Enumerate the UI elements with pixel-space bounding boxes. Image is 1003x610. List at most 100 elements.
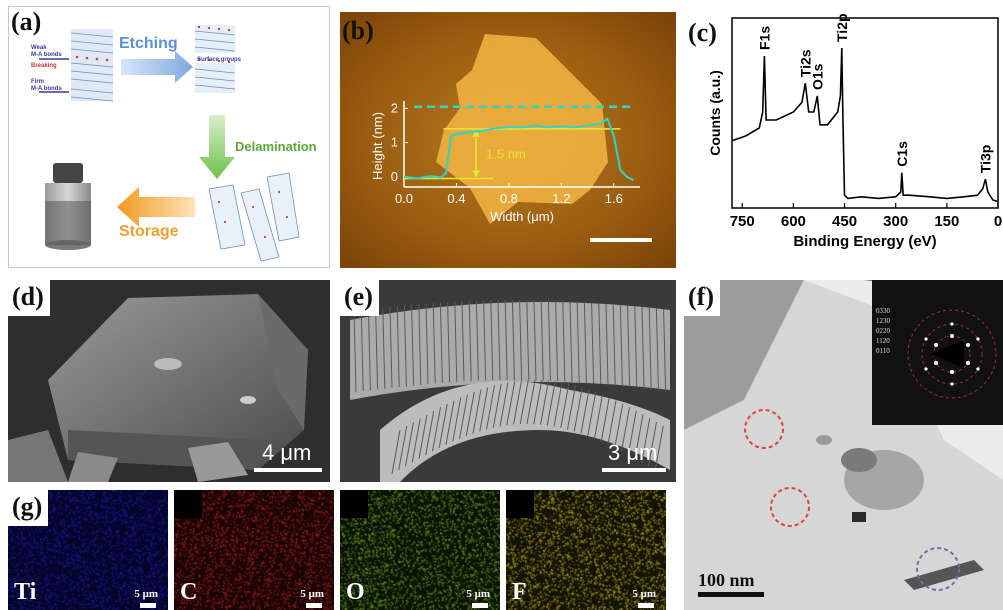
vial-icon bbox=[45, 163, 91, 250]
x-tick-label: 300 bbox=[883, 213, 908, 230]
x-tick-label: 1.2 bbox=[552, 191, 570, 206]
lamella-line bbox=[627, 305, 631, 388]
lamella-line bbox=[533, 300, 537, 381]
panel-b: 0.0 0.4 0.8 1.2 1.6 0 1 2 Width (μm) Height (nm) 1… bbox=[340, 12, 676, 268]
lamella-line bbox=[533, 380, 543, 425]
breaking-label: Breaking bbox=[31, 63, 57, 69]
panel-f: 0330 1230 0220 1120 0110 (f) 100 nm bbox=[684, 280, 1003, 610]
lamella-line bbox=[663, 309, 667, 392]
lamella-line bbox=[425, 303, 429, 385]
highlight-circle-1 bbox=[744, 409, 784, 449]
lamella-line bbox=[641, 307, 645, 389]
etching-arrow bbox=[121, 51, 193, 83]
lamella-line bbox=[587, 391, 597, 437]
saed-index: 0330 bbox=[876, 307, 890, 315]
lamella-line bbox=[540, 380, 549, 425]
lamella-line bbox=[553, 382, 563, 427]
surface-groups-label: Surface groups bbox=[197, 57, 242, 63]
lamella-line bbox=[576, 301, 580, 383]
x-tick-label: 1.6 bbox=[605, 191, 623, 206]
edx-scale-label: 5 μm bbox=[134, 588, 158, 600]
lamella-line bbox=[389, 306, 393, 388]
panel-f-label: (f) bbox=[684, 280, 720, 316]
lamella-line bbox=[547, 300, 551, 381]
panel-c: (c) 750 600 450 300 150 0 Binding Energy (eV) C… bbox=[686, 8, 1003, 268]
edx-scale-label: 5 μm bbox=[466, 588, 490, 600]
lamella-line bbox=[621, 407, 630, 452]
sem-e-scale-label: 3 μm bbox=[608, 440, 658, 465]
peak-label: Ti2s bbox=[797, 49, 813, 77]
saed-index: 0110 bbox=[876, 347, 890, 355]
lamella-line bbox=[526, 300, 530, 381]
etching-label: Etching bbox=[119, 35, 178, 52]
edx-element-label: O bbox=[346, 579, 365, 605]
saed-inset: 0330 1230 0220 1120 0110 bbox=[872, 280, 1003, 425]
x-tick-label: 0.0 bbox=[395, 191, 413, 206]
lamella-line bbox=[580, 389, 590, 434]
edx-scale-bar bbox=[638, 603, 654, 608]
delaminated-flakes bbox=[208, 172, 300, 262]
y-tick-label: 2 bbox=[391, 100, 398, 115]
lamella-line bbox=[454, 301, 458, 382]
x-axis-title: Width (μm) bbox=[490, 209, 554, 224]
weak-bonds-label: Weak M-A bonds bbox=[31, 45, 62, 58]
lamella-line bbox=[506, 381, 516, 426]
plot-frame bbox=[731, 17, 999, 209]
lamella-line bbox=[607, 400, 617, 445]
lamella-line bbox=[540, 300, 544, 381]
lamella-line bbox=[562, 301, 566, 382]
lamella-line bbox=[439, 302, 443, 383]
lamella-line bbox=[360, 309, 364, 392]
arrow-head-up bbox=[472, 129, 481, 137]
sem-image-accordion bbox=[340, 280, 676, 482]
lamella-line bbox=[403, 305, 407, 387]
height-profile-line bbox=[403, 117, 634, 182]
lamella-line bbox=[353, 309, 357, 393]
lamella-line bbox=[490, 300, 494, 381]
saed-index-list: 0330 1230 0220 1120 0110 bbox=[876, 306, 890, 356]
x-tick-label: 0 bbox=[994, 213, 1002, 230]
lamella-line bbox=[398, 425, 408, 471]
lamella-line bbox=[418, 414, 428, 459]
lamella-line bbox=[567, 385, 576, 430]
lamella-line bbox=[367, 308, 371, 391]
firm-bonds-label: Firm M-A bonds bbox=[31, 79, 62, 92]
y-axis-title: Height (nm) bbox=[370, 112, 385, 180]
lamella-line bbox=[459, 394, 468, 439]
lamella-line bbox=[499, 382, 509, 427]
lamella-line bbox=[483, 300, 487, 381]
mxene-lattice bbox=[194, 25, 236, 93]
lamella-line bbox=[411, 304, 415, 386]
delamination-arrow bbox=[199, 115, 235, 179]
xps-spectrum-line bbox=[731, 47, 999, 203]
lamella-line bbox=[432, 302, 436, 384]
lamella-line bbox=[492, 383, 502, 428]
x-tick-label: 450 bbox=[832, 213, 857, 230]
sem-d-scale-bar bbox=[254, 468, 322, 472]
lamella-line bbox=[391, 429, 401, 475]
lamella-line bbox=[425, 410, 435, 455]
max-lattice bbox=[70, 29, 114, 102]
y-axis-title: Counts (a.u.) bbox=[707, 70, 723, 156]
thickness-label: 1.5 nm bbox=[486, 147, 526, 162]
lamella-line bbox=[619, 305, 623, 387]
lamella-line bbox=[573, 387, 583, 432]
x-tick-label: 0.4 bbox=[447, 191, 465, 206]
lamella-line bbox=[472, 389, 482, 434]
lamella-line bbox=[560, 383, 570, 428]
edx-map-f: F 5 μm bbox=[506, 490, 666, 610]
panel-e-label: (e) bbox=[340, 280, 379, 316]
lamella-line bbox=[612, 304, 616, 386]
afm-scale-bar bbox=[590, 238, 652, 242]
saed-index: 0220 bbox=[876, 327, 890, 335]
panel-a-label: (a) bbox=[11, 7, 42, 36]
lamella-line bbox=[438, 403, 448, 448]
tem-scale-label: 100 nm bbox=[698, 570, 755, 590]
lamella-line bbox=[468, 300, 472, 382]
lamella-line bbox=[600, 397, 610, 442]
lamella-line bbox=[461, 301, 465, 382]
arrow-head-down bbox=[472, 170, 481, 178]
panel-a: (a) bbox=[8, 6, 330, 268]
lamella-line bbox=[546, 381, 556, 426]
edx-map-c: C 5 μm bbox=[174, 490, 334, 610]
